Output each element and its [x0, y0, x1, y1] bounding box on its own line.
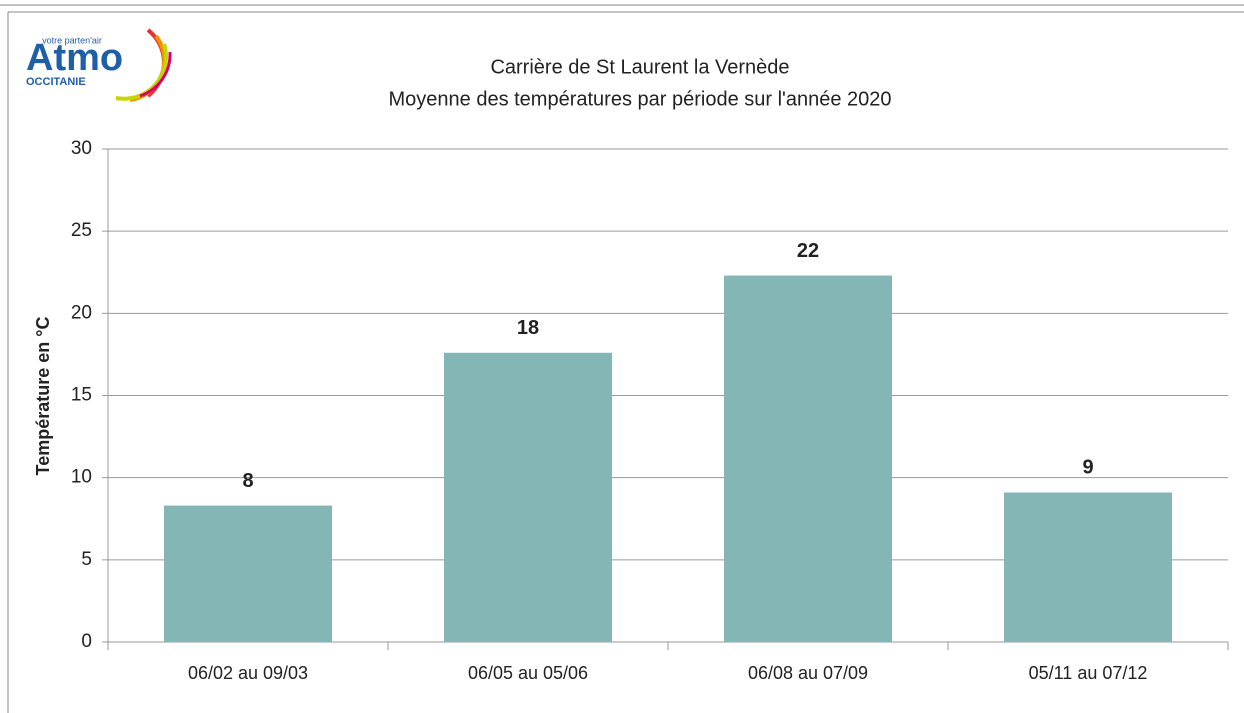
- chart-subtitle: Moyenne des températures par période sur…: [388, 88, 891, 110]
- data-label: 8: [242, 470, 253, 492]
- x-tick-label: 06/02 au 09/03: [188, 663, 308, 683]
- logo-brand: Atmo: [26, 37, 123, 79]
- logo-tagline: votre parten'air: [42, 35, 102, 45]
- y-tick-label: 10: [71, 467, 92, 488]
- bar: [444, 352, 612, 642]
- chart-title: Carrière de St Laurent la Vernède: [490, 56, 789, 78]
- y-tick-label: 30: [71, 138, 92, 159]
- y-tick-label: 25: [71, 220, 92, 241]
- y-tick-label: 20: [71, 302, 92, 323]
- bar: [1004, 492, 1172, 642]
- y-axis-label: Température en °C: [33, 317, 53, 476]
- y-tick-label: 5: [81, 549, 92, 570]
- x-tick-label: 06/05 au 05/06: [468, 663, 588, 683]
- data-label: 18: [517, 317, 539, 339]
- logo-arc: [115, 43, 168, 101]
- data-label: 9: [1082, 457, 1093, 479]
- y-tick-label: 15: [71, 385, 92, 406]
- logo-arc: [139, 51, 172, 98]
- bar: [724, 275, 892, 642]
- logo-region: OCCITANIE: [26, 76, 86, 88]
- logo: votre parten'air Atmo OCCITANIE: [26, 28, 172, 102]
- x-tick-label: 06/08 au 07/09: [748, 663, 868, 683]
- data-label: 22: [797, 240, 819, 262]
- y-tick-label: 0: [81, 631, 92, 652]
- bar: [164, 505, 332, 642]
- x-tick-label: 05/11 au 07/12: [1029, 663, 1148, 683]
